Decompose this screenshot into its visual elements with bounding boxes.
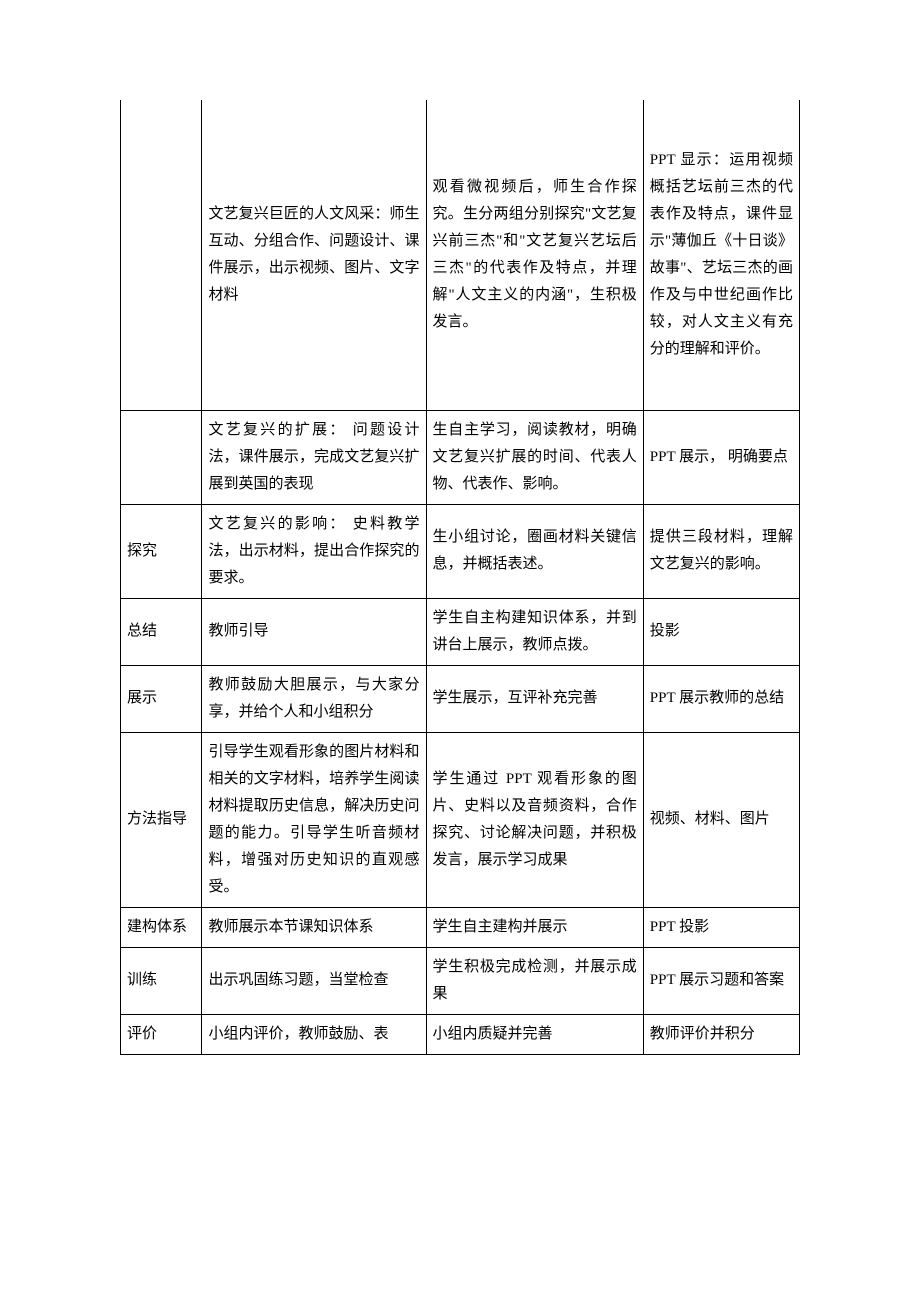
cell-student-activity: 学生通过 PPT 观看形象的图片、史料以及音频资料，合作探究、讨论解决问题，并积…: [426, 732, 643, 907]
cell-resource: 投影: [643, 598, 799, 665]
cell-student-activity: 学生自主建构并展示: [426, 907, 643, 947]
table-row: 文艺复兴巨匠的人文风采：师生互动、分组合作、问题设计、课件展示，出示视频、图片、…: [121, 100, 800, 410]
cell-teacher-activity: 文艺复兴的扩展： 问题设计法，课件展示，完成文艺复兴扩展到英国的表现: [202, 410, 426, 504]
table-row: 探究 文艺复兴的影响： 史料教学法，出示材料，提出合作探究的要求。 生小组讨论，…: [121, 504, 800, 598]
table-row: 建构体系 教师展示本节课知识体系 学生自主建构并展示 PPT 投影: [121, 907, 800, 947]
cell-resource: PPT 显示：运用视频概括艺坛前三杰的代表作及特点，课件显示"薄伽丘《十日谈》故…: [643, 100, 799, 410]
table-row: 方法指导 引导学生观看形象的图片材料和相关的文字材料，培养学生阅读材料提取历史信…: [121, 732, 800, 907]
table-row: 评价 小组内评价，教师鼓励、表 小组内质疑并完善 教师评价并积分: [121, 1014, 800, 1054]
cell-stage: 评价: [121, 1014, 202, 1054]
cell-stage: 总结: [121, 598, 202, 665]
cell-stage: 建构体系: [121, 907, 202, 947]
cell-teacher-activity: 出示巩固练习题，当堂检查: [202, 947, 426, 1014]
cell-resource: PPT 展示教师的总结: [643, 665, 799, 732]
cell-student-activity: 学生自主构建知识体系，并到讲台上展示，教师点拨。: [426, 598, 643, 665]
cell-resource: 教师评价并积分: [643, 1014, 799, 1054]
table-row: 文艺复兴的扩展： 问题设计法，课件展示，完成文艺复兴扩展到英国的表现 生自主学习…: [121, 410, 800, 504]
cell-stage: [121, 100, 202, 410]
cell-teacher-activity: 文艺复兴的影响： 史料教学法，出示材料，提出合作探究的要求。: [202, 504, 426, 598]
table-row: 展示 教师鼓励大胆展示，与大家分享，并给个人和小组积分 学生展示，互评补充完善 …: [121, 665, 800, 732]
cell-teacher-activity: 文艺复兴巨匠的人文风采：师生互动、分组合作、问题设计、课件展示，出示视频、图片、…: [202, 100, 426, 410]
cell-stage: 训练: [121, 947, 202, 1014]
cell-student-activity: 观看微视频后，师生合作探究。生分两组分别探究"文艺复兴前三杰"和"文艺复兴艺坛后…: [426, 100, 643, 410]
cell-teacher-activity: 教师鼓励大胆展示，与大家分享，并给个人和小组积分: [202, 665, 426, 732]
cell-teacher-activity: 引导学生观看形象的图片材料和相关的文字材料，培养学生阅读材料提取历史信息，解决历…: [202, 732, 426, 907]
lesson-plan-table: 文艺复兴巨匠的人文风采：师生互动、分组合作、问题设计、课件展示，出示视频、图片、…: [120, 100, 800, 1055]
document-page: 文艺复兴巨匠的人文风采：师生互动、分组合作、问题设计、课件展示，出示视频、图片、…: [0, 0, 920, 1302]
cell-teacher-activity: 小组内评价，教师鼓励、表: [202, 1014, 426, 1054]
cell-resource: PPT 展示， 明确要点: [643, 410, 799, 504]
cell-student-activity: 学生积极完成检测，并展示成果: [426, 947, 643, 1014]
cell-student-activity: 生自主学习，阅读教材，明确文艺复兴扩展的时间、代表人物、代表作、影响。: [426, 410, 643, 504]
table-row: 训练 出示巩固练习题，当堂检查 学生积极完成检测，并展示成果 PPT 展示习题和…: [121, 947, 800, 1014]
cell-stage: [121, 410, 202, 504]
cell-resource: PPT 投影: [643, 907, 799, 947]
cell-teacher-activity: 教师引导: [202, 598, 426, 665]
cell-student-activity: 小组内质疑并完善: [426, 1014, 643, 1054]
cell-teacher-activity: 教师展示本节课知识体系: [202, 907, 426, 947]
cell-student-activity: 学生展示，互评补充完善: [426, 665, 643, 732]
cell-stage: 展示: [121, 665, 202, 732]
cell-stage: 方法指导: [121, 732, 202, 907]
cell-resource: 提供三段材料，理解文艺复兴的影响。: [643, 504, 799, 598]
cell-student-activity: 生小组讨论，圈画材料关键信息，并概括表述。: [426, 504, 643, 598]
cell-stage: 探究: [121, 504, 202, 598]
cell-resource: 视频、材料、图片: [643, 732, 799, 907]
table-row: 总结 教师引导 学生自主构建知识体系，并到讲台上展示，教师点拨。 投影: [121, 598, 800, 665]
cell-resource: PPT 展示习题和答案: [643, 947, 799, 1014]
